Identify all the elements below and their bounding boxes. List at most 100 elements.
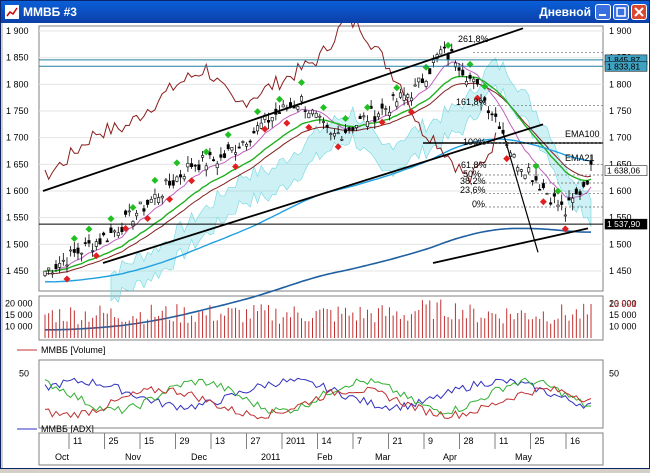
drawing-overlays	[39, 27, 603, 264]
maximize-button[interactable]	[613, 4, 629, 20]
sell-signal	[188, 177, 196, 185]
volume-legend: ММВБ [Volume]	[41, 345, 105, 355]
price-y-tick: 1 800	[6, 79, 29, 89]
buy-signal	[298, 78, 306, 86]
candle-body	[472, 78, 476, 83]
fib-label-0: 0%	[472, 199, 485, 209]
day-label: 2011	[286, 436, 305, 446]
price-candles	[43, 41, 593, 278]
adx-right-axis: 50	[609, 368, 619, 378]
candle-body	[105, 240, 109, 243]
volume-panel[interactable]	[38, 295, 604, 341]
candle-body	[109, 227, 113, 234]
month-label: Apr	[443, 452, 457, 462]
volume-y-tick: 15 000	[5, 310, 33, 320]
candle-body	[512, 154, 516, 158]
month-label: Dec	[191, 452, 208, 462]
sell-signal	[473, 94, 481, 102]
tenkan-line	[44, 61, 592, 272]
candle-body	[256, 125, 260, 132]
volume-right-tick: 15 000	[609, 310, 637, 320]
day-label: 11	[499, 436, 508, 446]
candle-body	[72, 249, 76, 253]
candle-body	[157, 197, 161, 203]
buy-signal	[481, 82, 489, 90]
volume-y-tick: 10 000	[5, 322, 33, 332]
candle-body	[527, 167, 531, 173]
minimize-button[interactable]	[595, 4, 611, 20]
price-tag-text: 1 638,06	[607, 166, 640, 176]
timeframe-label[interactable]: Дневной	[539, 5, 591, 19]
sell-signal	[166, 195, 174, 203]
fib-label-618: 61,8%	[461, 160, 487, 170]
price-y-tick: 1 650	[6, 159, 29, 169]
candle-body	[259, 122, 263, 129]
price-y-tick: 1 750	[6, 106, 29, 116]
candle-body	[149, 199, 153, 203]
candle-body	[332, 133, 336, 137]
candle-body	[50, 272, 54, 275]
candle-body	[450, 48, 454, 52]
candle-body	[534, 176, 538, 181]
candle-body	[490, 113, 494, 116]
candle-body	[453, 62, 457, 68]
close-button[interactable]	[631, 4, 647, 20]
price-right-tick: 1 600	[609, 186, 632, 196]
title-bar[interactable]: ММВБ #3 Дневной	[1, 1, 649, 23]
buy-signal	[422, 63, 430, 71]
candle-body	[124, 210, 128, 215]
price-tags: 1 845,871 833,81 1 638,06 1 537,90	[604, 54, 648, 230]
chart-canvas[interactable]: 1 900 1 850 1 800 1 750 1 700 1 650 1 600 1 550…	[3, 15, 649, 468]
adx-panel[interactable]	[38, 359, 604, 429]
buy-signal	[173, 159, 181, 167]
candle-body	[340, 138, 344, 141]
candle-body	[442, 46, 446, 49]
candle-body	[556, 204, 560, 207]
buy-signal	[70, 235, 78, 243]
day-label: 11	[73, 436, 82, 446]
fib-label-236: 23,6%	[460, 185, 486, 195]
candle-body	[479, 100, 483, 103]
fib-label-382: 38,2%	[460, 176, 486, 186]
candle-body	[54, 264, 58, 269]
plus-di-line	[44, 377, 592, 415]
candle-body	[248, 140, 252, 143]
sell-signal	[305, 123, 313, 131]
day-label: 25	[535, 436, 545, 446]
channel-down-lower	[432, 227, 589, 264]
candle-body	[303, 110, 307, 112]
fib-label-161: 161,8%	[456, 97, 487, 107]
sell-signal	[378, 118, 386, 126]
time-axis-days: 11 25 15 29 13 27 2011 14 7 21 9 28 11 25 16	[68, 433, 580, 449]
day-label: 9	[428, 436, 433, 446]
candle-body	[43, 270, 47, 276]
candle-body	[387, 111, 391, 117]
candle-body	[351, 127, 355, 131]
candle-body	[94, 241, 98, 247]
chart-area[interactable]: 1 900 1 850 1 800 1 750 1 700 1 650 1 600 1 550…	[3, 15, 649, 468]
candle-body	[186, 163, 190, 168]
price-y-tick: 1 900	[6, 26, 29, 36]
candle-body	[461, 69, 465, 76]
candle-body	[563, 214, 567, 217]
volume-bars	[44, 299, 592, 338]
candle-body	[314, 112, 318, 118]
fib-label-261: 261,8%	[458, 34, 489, 44]
adx-line	[44, 377, 592, 412]
price-right-tick: 1 650	[609, 159, 632, 169]
volume-last-value: 13 991	[609, 299, 637, 309]
sell-signal	[92, 252, 100, 260]
price-right-tick: 1 750	[609, 106, 632, 116]
buy-signal	[151, 176, 159, 184]
ema200-line	[44, 227, 592, 331]
candle-body	[552, 192, 556, 197]
day-label: 29	[180, 436, 190, 446]
candle-body	[135, 212, 139, 217]
candle-body	[58, 263, 62, 268]
candle-body	[91, 250, 95, 252]
candle-body	[347, 127, 351, 131]
candle-body	[571, 197, 575, 203]
ema100-label: EMA100	[565, 129, 600, 139]
sell-signal	[334, 143, 342, 151]
candle-body	[362, 115, 366, 118]
